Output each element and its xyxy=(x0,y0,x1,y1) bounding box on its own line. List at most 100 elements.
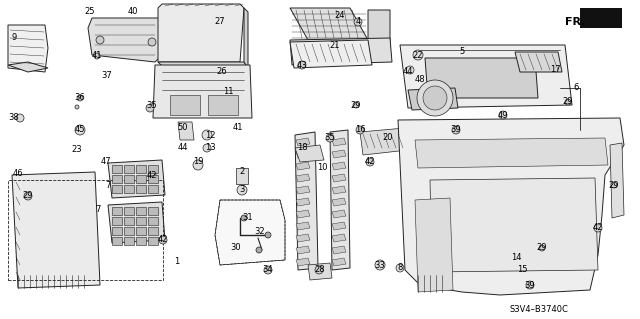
Polygon shape xyxy=(88,18,165,62)
Bar xyxy=(148,185,158,193)
Text: 29: 29 xyxy=(351,100,361,109)
Polygon shape xyxy=(108,160,165,198)
Polygon shape xyxy=(332,234,346,242)
Text: 29: 29 xyxy=(537,243,547,253)
Polygon shape xyxy=(332,162,346,170)
Text: 25: 25 xyxy=(84,8,95,17)
Bar xyxy=(136,175,146,183)
Polygon shape xyxy=(12,172,100,288)
Text: 26: 26 xyxy=(217,68,227,77)
Text: 8: 8 xyxy=(397,263,403,272)
Bar xyxy=(124,237,134,245)
Polygon shape xyxy=(296,198,310,206)
Text: 32: 32 xyxy=(255,227,266,236)
Polygon shape xyxy=(332,246,346,254)
Text: 41: 41 xyxy=(92,50,102,60)
Text: FR.: FR. xyxy=(565,17,586,27)
Text: 37: 37 xyxy=(102,70,113,79)
Circle shape xyxy=(193,160,203,170)
Polygon shape xyxy=(296,246,310,254)
Polygon shape xyxy=(332,174,346,182)
Circle shape xyxy=(565,99,571,105)
Text: 21: 21 xyxy=(330,41,340,49)
Polygon shape xyxy=(208,95,238,115)
Polygon shape xyxy=(158,4,244,62)
Polygon shape xyxy=(415,138,608,168)
Text: 29: 29 xyxy=(563,98,573,107)
Text: 13: 13 xyxy=(205,144,215,152)
Text: 9: 9 xyxy=(12,33,17,42)
Circle shape xyxy=(77,95,83,101)
Polygon shape xyxy=(296,234,310,242)
Polygon shape xyxy=(296,258,310,266)
Circle shape xyxy=(96,36,104,44)
Circle shape xyxy=(526,281,534,289)
Circle shape xyxy=(75,105,79,109)
Text: 42: 42 xyxy=(593,224,604,233)
Bar xyxy=(148,217,158,225)
Bar xyxy=(8,180,163,280)
Text: 5: 5 xyxy=(460,48,465,56)
Bar xyxy=(136,207,146,215)
Circle shape xyxy=(499,111,507,119)
Text: 1: 1 xyxy=(174,257,180,266)
Text: 49: 49 xyxy=(498,110,508,120)
Circle shape xyxy=(354,18,362,26)
Bar xyxy=(136,227,146,235)
Text: 19: 19 xyxy=(193,158,204,167)
Polygon shape xyxy=(295,145,324,162)
Circle shape xyxy=(356,126,364,134)
Polygon shape xyxy=(170,95,200,115)
Polygon shape xyxy=(178,122,194,140)
Polygon shape xyxy=(415,198,453,292)
Bar xyxy=(124,227,134,235)
Circle shape xyxy=(406,66,414,74)
Polygon shape xyxy=(290,40,372,68)
Circle shape xyxy=(16,114,24,122)
Text: 22: 22 xyxy=(413,50,423,60)
Bar xyxy=(124,175,134,183)
Polygon shape xyxy=(296,222,310,230)
Bar xyxy=(112,207,122,215)
Bar xyxy=(136,217,146,225)
Circle shape xyxy=(298,61,306,69)
Circle shape xyxy=(202,130,212,140)
Text: 16: 16 xyxy=(355,125,365,135)
Circle shape xyxy=(611,182,617,188)
Text: 7: 7 xyxy=(106,182,111,190)
Circle shape xyxy=(417,80,453,116)
Text: 7: 7 xyxy=(95,205,100,214)
Polygon shape xyxy=(296,174,310,182)
Polygon shape xyxy=(153,65,252,118)
Circle shape xyxy=(148,38,156,46)
Bar xyxy=(148,207,158,215)
Circle shape xyxy=(146,104,154,112)
Polygon shape xyxy=(408,88,458,110)
Text: 36: 36 xyxy=(75,93,85,102)
Bar xyxy=(124,207,134,215)
Polygon shape xyxy=(398,118,624,295)
Text: 14: 14 xyxy=(511,254,521,263)
Polygon shape xyxy=(108,202,165,243)
Bar xyxy=(112,175,122,183)
Circle shape xyxy=(265,232,271,238)
Text: 29: 29 xyxy=(609,181,620,189)
Text: 44: 44 xyxy=(178,144,188,152)
Text: 35: 35 xyxy=(147,100,157,109)
Bar xyxy=(124,185,134,193)
Polygon shape xyxy=(332,222,346,230)
Circle shape xyxy=(594,224,602,232)
Text: 39: 39 xyxy=(451,125,461,135)
Bar xyxy=(236,168,248,184)
Bar xyxy=(580,8,622,28)
Text: 29: 29 xyxy=(23,191,33,201)
Bar xyxy=(112,217,122,225)
Polygon shape xyxy=(296,162,310,170)
Polygon shape xyxy=(296,186,310,194)
Text: 43: 43 xyxy=(297,61,307,70)
Polygon shape xyxy=(430,178,598,272)
Circle shape xyxy=(452,126,460,134)
Text: 18: 18 xyxy=(297,144,307,152)
Polygon shape xyxy=(330,130,350,270)
Polygon shape xyxy=(296,210,310,218)
